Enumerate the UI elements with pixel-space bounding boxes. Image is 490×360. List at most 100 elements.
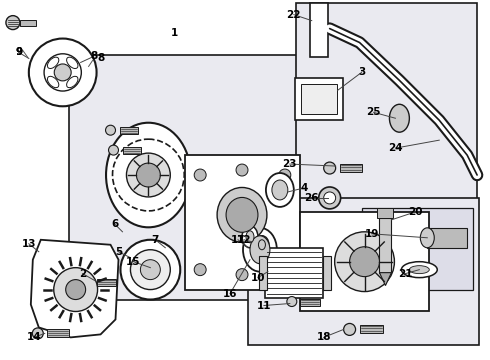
Ellipse shape: [272, 180, 288, 200]
Text: 9: 9: [15, 48, 23, 58]
Bar: [377, 208, 393, 218]
Circle shape: [335, 232, 394, 292]
Bar: [310, 3, 328, 58]
Ellipse shape: [255, 236, 269, 254]
Text: 18: 18: [317, 332, 331, 342]
Bar: [301, 84, 337, 114]
Text: 25: 25: [366, 107, 381, 117]
Circle shape: [236, 164, 248, 176]
Ellipse shape: [226, 197, 258, 232]
Bar: [259, 256, 267, 289]
Ellipse shape: [48, 76, 59, 88]
Bar: [123, 147, 142, 154]
Text: 24: 24: [388, 143, 403, 153]
Ellipse shape: [243, 228, 277, 272]
Ellipse shape: [409, 266, 429, 274]
Ellipse shape: [420, 228, 434, 248]
Ellipse shape: [250, 236, 270, 264]
Text: 3: 3: [358, 67, 365, 77]
Text: 19: 19: [365, 229, 379, 239]
Text: 6: 6: [111, 219, 118, 229]
Ellipse shape: [48, 57, 59, 68]
Ellipse shape: [242, 226, 258, 248]
Circle shape: [126, 153, 171, 197]
Bar: [362, 208, 473, 289]
Text: 10: 10: [251, 273, 265, 283]
Text: 26: 26: [304, 193, 319, 203]
Bar: [300, 298, 319, 306]
Ellipse shape: [246, 231, 254, 243]
Circle shape: [279, 169, 291, 181]
Bar: [323, 256, 331, 289]
Circle shape: [279, 264, 291, 276]
Ellipse shape: [258, 240, 266, 250]
Ellipse shape: [287, 297, 297, 306]
Bar: [379, 218, 392, 273]
Text: 4: 4: [300, 183, 307, 193]
Circle shape: [349, 247, 379, 276]
Bar: [47, 329, 69, 337]
Bar: [121, 127, 138, 134]
Text: 8: 8: [90, 51, 97, 62]
Circle shape: [66, 280, 86, 300]
Text: 5: 5: [115, 247, 122, 257]
Circle shape: [44, 54, 81, 91]
Ellipse shape: [67, 76, 78, 88]
Circle shape: [136, 163, 160, 187]
Ellipse shape: [32, 328, 43, 339]
Bar: [296, 3, 477, 200]
Bar: [295, 78, 343, 120]
Text: 7: 7: [152, 235, 159, 245]
Bar: [265, 248, 323, 298]
Circle shape: [54, 268, 98, 311]
Bar: [427, 228, 467, 248]
Ellipse shape: [401, 262, 437, 278]
Text: 2: 2: [79, 269, 86, 279]
Text: 16: 16: [223, 289, 237, 298]
Polygon shape: [31, 240, 119, 337]
Text: 9: 9: [15, 48, 23, 58]
Text: 22: 22: [287, 10, 301, 20]
Circle shape: [29, 39, 97, 106]
Ellipse shape: [108, 145, 119, 155]
Ellipse shape: [217, 188, 267, 242]
Circle shape: [141, 260, 160, 280]
Text: 20: 20: [408, 207, 422, 217]
Circle shape: [121, 240, 180, 300]
Ellipse shape: [390, 104, 409, 132]
Circle shape: [130, 250, 171, 289]
Ellipse shape: [324, 162, 336, 174]
Circle shape: [54, 64, 71, 81]
Circle shape: [194, 169, 206, 181]
Ellipse shape: [6, 15, 20, 30]
Bar: [248, 198, 479, 345]
Text: 15: 15: [126, 257, 141, 267]
Text: 12: 12: [237, 235, 251, 245]
Bar: [97, 279, 117, 285]
Text: 1: 1: [171, 28, 178, 37]
Ellipse shape: [105, 125, 116, 135]
Ellipse shape: [343, 323, 356, 336]
Ellipse shape: [318, 187, 341, 209]
Text: 17: 17: [231, 235, 245, 245]
Text: 8: 8: [97, 54, 104, 63]
Ellipse shape: [266, 173, 294, 207]
Bar: [300, 212, 429, 311]
Text: 13: 13: [22, 239, 36, 249]
Text: 23: 23: [283, 159, 297, 169]
Bar: [340, 164, 362, 172]
Bar: [69, 55, 313, 300]
Circle shape: [194, 264, 206, 276]
Ellipse shape: [106, 123, 191, 227]
Text: 21: 21: [398, 269, 413, 279]
Ellipse shape: [67, 57, 78, 68]
Polygon shape: [379, 273, 392, 285]
Ellipse shape: [84, 276, 94, 287]
Text: 11: 11: [257, 301, 271, 311]
Bar: [20, 20, 36, 26]
Bar: [360, 325, 384, 333]
Text: 14: 14: [26, 332, 41, 342]
Ellipse shape: [324, 192, 336, 204]
Bar: [185, 155, 300, 289]
Circle shape: [236, 269, 248, 280]
